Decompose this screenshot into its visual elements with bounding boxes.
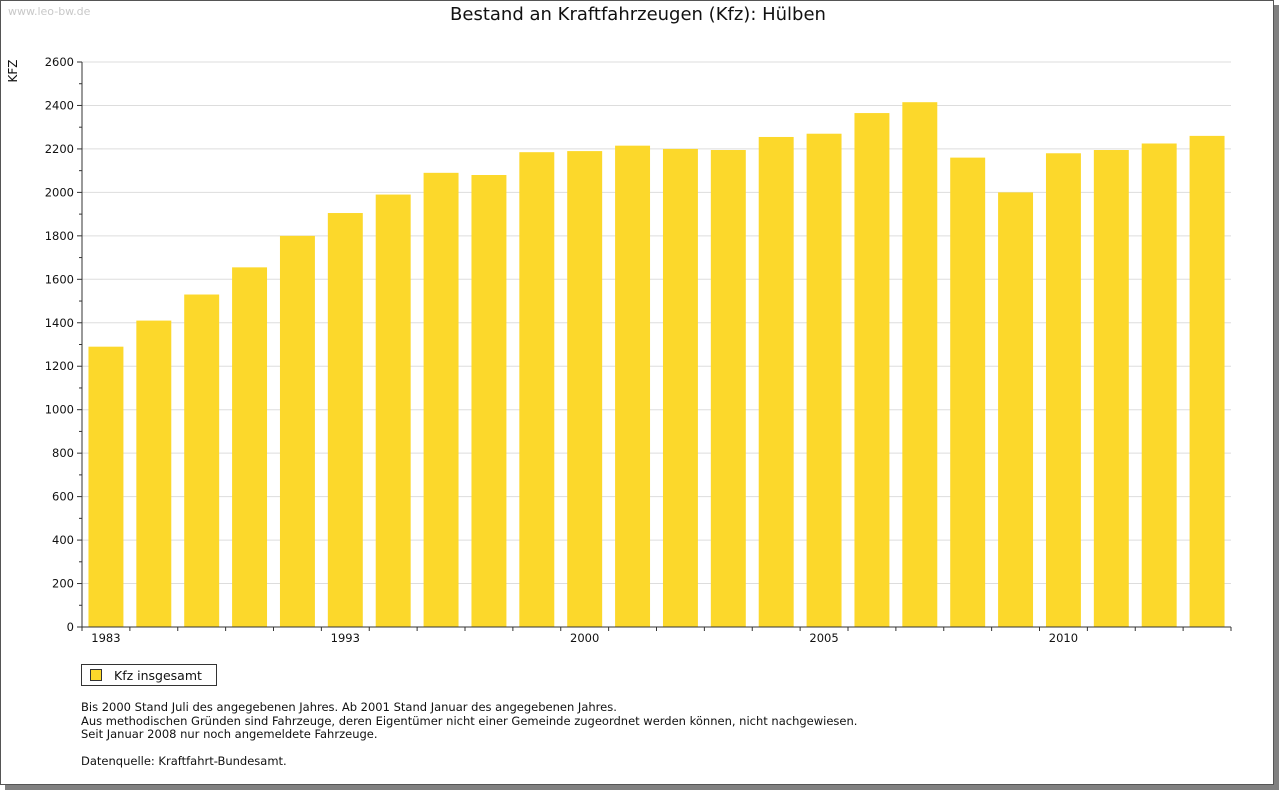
- y-tick-label-200: 200: [52, 577, 74, 591]
- x-tick-label-1993: 1993: [331, 631, 360, 645]
- bar-2004: [902, 102, 938, 628]
- grid-lines: [82, 61, 1231, 585]
- footnotes: Bis 2000 Stand Juli des angegebenen Jahr…: [81, 700, 858, 742]
- bar-1995: [471, 175, 507, 627]
- bar-1992: [327, 213, 363, 627]
- y-tick-label-2200: 2200: [45, 142, 74, 156]
- bar-1988: [136, 320, 172, 627]
- bar-2010: [1189, 135, 1225, 627]
- footnote-3: Seit Januar 2008 nur noch angemeldete Fa…: [81, 727, 378, 741]
- y-tick-label-2000: 2000: [45, 185, 74, 199]
- legend-swatch: [90, 669, 102, 681]
- y-tick-label-400: 400: [52, 533, 74, 547]
- bar-chart: 0 200 400 600 800 1000 1200 1400 1600 1800 2000 220…: [6, 55, 1232, 645]
- legend: Kfz insgesamt: [81, 664, 217, 686]
- y-tick-label-800: 800: [52, 446, 74, 460]
- legend-label: Kfz insgesamt: [114, 667, 202, 683]
- data-source: Datenquelle: Kraftfahrt-Bundesamt.: [81, 754, 287, 768]
- y-tick-label-0: 0: [67, 620, 74, 634]
- bar-2005: [950, 157, 986, 627]
- x-tick-label-2005: 2005: [809, 631, 838, 645]
- y-tick-label-1400: 1400: [45, 316, 74, 330]
- y-tick-label-1800: 1800: [45, 229, 74, 243]
- bar-1997: [567, 151, 603, 627]
- bar-1993: [375, 194, 411, 628]
- bar-1983: [88, 346, 124, 627]
- y-tick-label-1200: 1200: [45, 359, 74, 373]
- bar-2000: [710, 150, 746, 627]
- bar-1996: [519, 152, 555, 628]
- x-tick-label-2000: 2000: [570, 631, 599, 645]
- y-tick-label-1600: 1600: [45, 272, 74, 286]
- axes: 0 200 400 600 800 1000 1200 1400 1600 1800 2000 220…: [45, 55, 1232, 645]
- y-tick-label-2400: 2400: [45, 98, 74, 112]
- x-tick-label-2010: 2010: [1049, 631, 1078, 645]
- y-tick-label-2600: 2600: [45, 55, 74, 69]
- watermark: www.leo-bw.de: [8, 5, 91, 18]
- x-tick-label-1983: 1983: [91, 631, 120, 645]
- bar-series: [88, 102, 1225, 628]
- bar-2009: [1141, 143, 1177, 627]
- footnote-1: Bis 2000 Stand Juli des angegebenen Jahr…: [81, 700, 617, 714]
- y-axis-label: KFZ: [6, 60, 20, 83]
- bar-2003: [854, 113, 890, 627]
- bar-2008: [1093, 150, 1129, 627]
- chart-title: Bestand an Kraftfahrzeugen (Kfz): Hülben: [450, 4, 826, 25]
- bar-1990: [232, 267, 268, 627]
- y-tick-label-1000: 1000: [45, 403, 74, 417]
- footnote-2: Aus methodischen Gründen sind Fahrzeuge,…: [81, 713, 858, 728]
- bar-1991: [279, 235, 315, 627]
- bar-1994: [423, 172, 459, 628]
- bar-2007: [1045, 153, 1081, 627]
- y-tick-label-600: 600: [52, 490, 74, 504]
- bar-2001: [758, 136, 794, 627]
- bar-1989: [184, 294, 220, 627]
- bar-1998: [615, 145, 651, 628]
- bar-2002: [806, 133, 842, 627]
- bar-2006: [998, 192, 1034, 627]
- bar-1999: [662, 148, 698, 627]
